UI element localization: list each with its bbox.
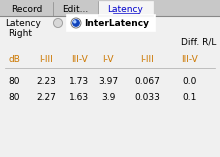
Text: 0.0: 0.0 xyxy=(183,78,197,87)
Bar xyxy=(0,16,220,157)
Circle shape xyxy=(74,21,76,23)
Bar xyxy=(0,0,220,16)
Text: III-V: III-V xyxy=(182,56,198,65)
Text: 0.033: 0.033 xyxy=(134,94,160,103)
Text: 3.9: 3.9 xyxy=(101,94,115,103)
Text: 2.23: 2.23 xyxy=(36,78,56,87)
Text: 2.27: 2.27 xyxy=(36,94,56,103)
Text: InterLatency: InterLatency xyxy=(84,19,149,27)
Text: 0.1: 0.1 xyxy=(183,94,197,103)
Text: 80: 80 xyxy=(8,94,20,103)
Text: 80: 80 xyxy=(8,78,20,87)
Text: Latency: Latency xyxy=(5,19,41,27)
Bar xyxy=(1,2,53,16)
Bar xyxy=(0,16,220,157)
Text: 1.63: 1.63 xyxy=(69,94,89,103)
Text: 0.067: 0.067 xyxy=(134,78,160,87)
Text: Record: Record xyxy=(11,5,43,14)
Text: Latency: Latency xyxy=(108,5,143,14)
Bar xyxy=(53,2,98,16)
Text: 3.97: 3.97 xyxy=(98,78,118,87)
Text: Diff. R/L: Diff. R/L xyxy=(181,38,216,46)
Text: Edit...: Edit... xyxy=(62,5,89,14)
Text: 1.73: 1.73 xyxy=(69,78,89,87)
Text: Right: Right xyxy=(8,30,32,38)
Circle shape xyxy=(71,18,81,28)
Circle shape xyxy=(53,19,62,27)
Text: I-III: I-III xyxy=(140,56,154,65)
Text: III-V: III-V xyxy=(71,56,87,65)
Text: I-III: I-III xyxy=(39,56,53,65)
Text: dB: dB xyxy=(8,56,20,65)
Circle shape xyxy=(73,20,79,26)
Text: I-V: I-V xyxy=(102,56,114,65)
Bar xyxy=(98,1,153,18)
Bar xyxy=(67,15,155,31)
